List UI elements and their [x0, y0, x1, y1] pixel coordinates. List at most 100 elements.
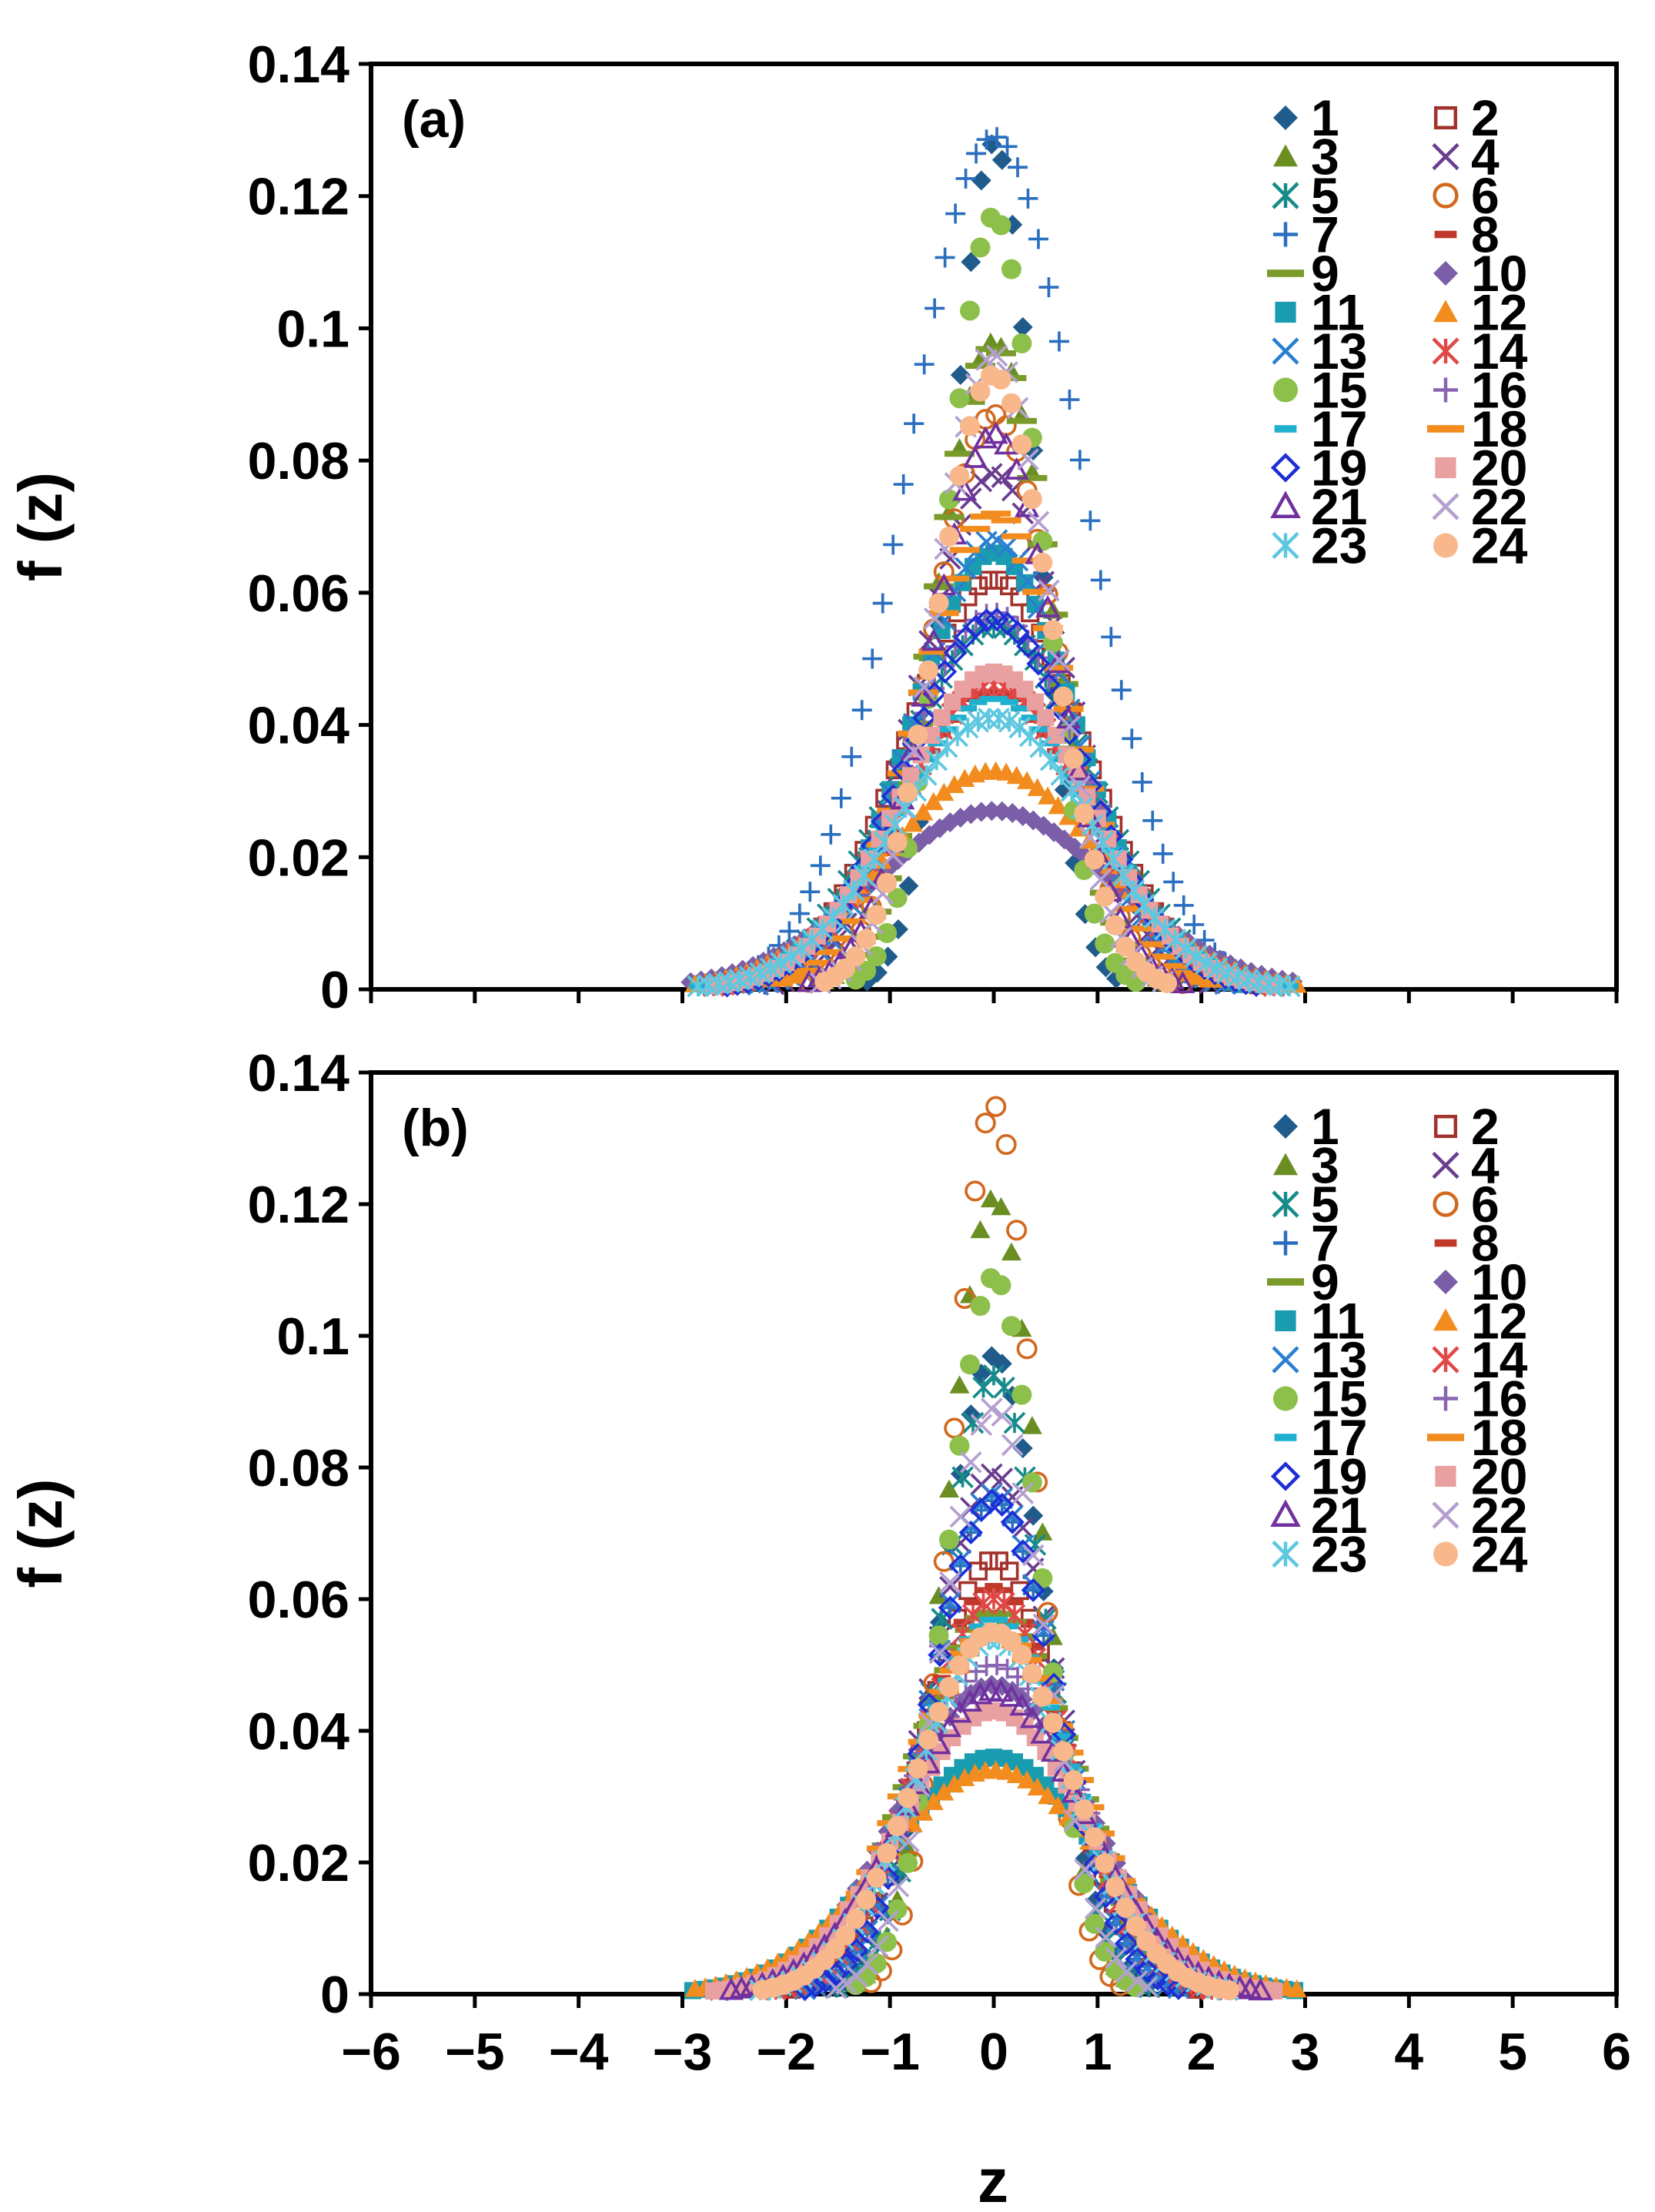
data-point [939, 1479, 960, 1498]
legend-label-5: 5 [1311, 1176, 1339, 1233]
legend-marker-12 [1433, 300, 1458, 323]
data-point [902, 767, 920, 785]
data-point [1004, 457, 1029, 480]
data-point [989, 1551, 1008, 1571]
legend-marker-18 [1427, 1434, 1464, 1441]
data-point [953, 1618, 972, 1625]
data-point [939, 1529, 960, 1550]
data-point [887, 1816, 908, 1837]
data-point [1031, 726, 1050, 733]
legend-marker-8 [1434, 230, 1457, 239]
data-point [991, 1196, 1011, 1216]
legend-label-6: 6 [1471, 1176, 1500, 1233]
data-point [877, 1909, 899, 1933]
data-point [991, 466, 1014, 488]
data-point [1115, 1931, 1139, 1956]
data-point [1027, 510, 1050, 534]
legend-marker-23 [1272, 1540, 1299, 1568]
data-point [908, 689, 938, 696]
data-point [1092, 831, 1114, 854]
data-point [997, 136, 1018, 157]
legend-marker-24 [1433, 533, 1458, 558]
data-point [1038, 786, 1058, 805]
data-point [925, 749, 948, 771]
y-tick-label: 0.1 [276, 1307, 349, 1366]
data-point [1012, 1438, 1033, 1459]
data-point [1018, 188, 1038, 209]
data-point [1048, 649, 1071, 671]
data-point [1199, 981, 1229, 988]
data-point [914, 354, 934, 375]
data-point [923, 791, 944, 811]
legend-label-15: 15 [1311, 362, 1367, 419]
data-point [913, 1802, 934, 1821]
data-point [877, 1842, 898, 1863]
data-point [1286, 1979, 1307, 1998]
data-point [969, 1623, 988, 1630]
data-point [944, 1774, 965, 1793]
data-point [1105, 1876, 1125, 1897]
data-point [1039, 749, 1062, 771]
legend-marker-17 [1274, 1434, 1297, 1441]
data-point [991, 1487, 1014, 1510]
data-point [945, 450, 975, 457]
data-point [1104, 1910, 1128, 1935]
data-point [1095, 933, 1115, 954]
data-point [1021, 1663, 1042, 1684]
data-point [1278, 975, 1301, 998]
legend-marker-7 [1273, 1230, 1298, 1256]
data-point [856, 1953, 878, 1976]
data-point [991, 517, 1021, 524]
data-point [883, 534, 904, 555]
data-point [773, 977, 804, 984]
data-point [804, 959, 834, 966]
y-axis-title: f (z) [6, 1478, 75, 1588]
data-point [934, 514, 965, 520]
legend-label-3: 3 [1311, 1137, 1339, 1194]
data-point [968, 1561, 988, 1581]
data-point [979, 695, 998, 702]
legend-label-15: 15 [1311, 1370, 1367, 1427]
data-point [1041, 1704, 1060, 1711]
legend-label-1: 1 [1311, 1098, 1339, 1155]
data-point [985, 344, 1008, 367]
data-point [980, 1189, 1001, 1208]
data-point [821, 824, 841, 845]
data-point [1145, 1966, 1170, 1991]
legend-marker-19 [1270, 1461, 1301, 1491]
x-tick-label: −3 [653, 2023, 713, 2081]
data-point [863, 848, 886, 871]
data-point [949, 1435, 970, 1456]
data-point [1017, 771, 1038, 789]
legend-marker-7 [1273, 222, 1298, 247]
data-point [991, 1354, 1012, 1374]
data-point [1136, 941, 1167, 948]
data-point [1115, 936, 1136, 957]
data-point [1125, 1969, 1148, 1993]
data-point [991, 1275, 1011, 1296]
data-point [1133, 893, 1155, 916]
data-point [934, 782, 955, 801]
legend-marker-15 [1273, 1386, 1298, 1411]
data-point [1011, 1539, 1035, 1564]
data-point [990, 695, 1008, 702]
data-point [1095, 1926, 1117, 1949]
data-point [1000, 1561, 1019, 1581]
data-point [958, 1520, 983, 1545]
data-point [998, 711, 1021, 733]
data-point [1163, 872, 1184, 892]
data-point [1178, 975, 1209, 982]
data-point [996, 535, 1018, 558]
data-point [965, 1180, 986, 1202]
data-point [1009, 1693, 1035, 1716]
legend-marker-22 [1432, 493, 1459, 520]
data-point [1017, 474, 1048, 481]
data-point [1061, 1780, 1086, 1803]
data-point [1059, 390, 1080, 410]
legend-marker-4 [1432, 1151, 1459, 1180]
y-tick-label: 0 [320, 1966, 349, 2024]
data-point [989, 571, 1008, 590]
data-point [949, 1375, 970, 1394]
series-24 [814, 365, 1178, 994]
data-point [898, 782, 918, 803]
